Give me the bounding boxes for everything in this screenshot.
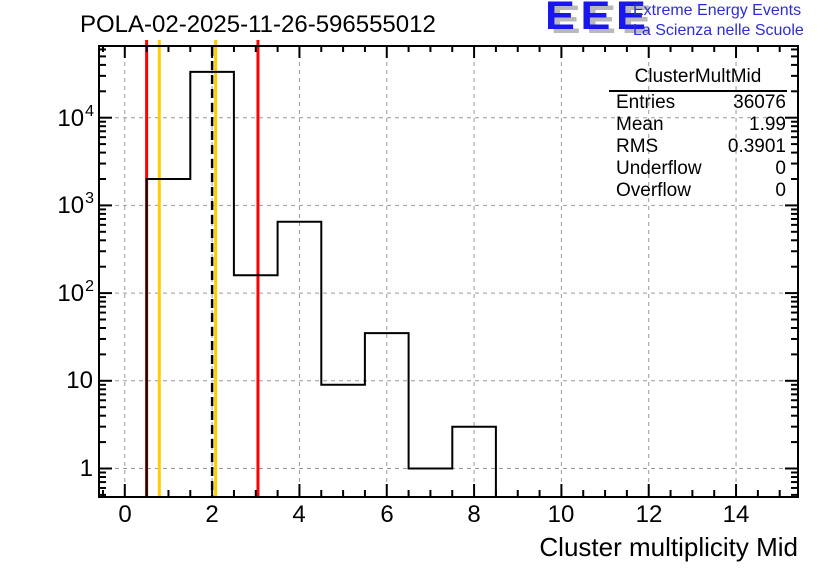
x-axis-title: Cluster multiplicity Mid bbox=[539, 532, 798, 562]
stats-value: 36076 bbox=[733, 92, 786, 113]
stats-row-mean: Mean 1.99 bbox=[609, 114, 787, 136]
stats-label: Mean bbox=[616, 114, 664, 135]
x-tick-label: 12 bbox=[635, 501, 663, 528]
x-tick-label: 14 bbox=[722, 501, 750, 528]
stats-label: Overflow bbox=[616, 180, 691, 201]
stats-label: RMS bbox=[616, 136, 659, 157]
stats-panel: ClusterMultMid Entries 36076 Mean 1.99 R… bbox=[609, 66, 787, 202]
stats-row-underflow: Underflow 0 bbox=[609, 158, 787, 180]
eee-logo-letters: EEE bbox=[545, 0, 652, 38]
marker-lines bbox=[145, 40, 260, 497]
axis-ticks bbox=[99, 46, 798, 497]
stats-value: 0.3901 bbox=[727, 136, 786, 157]
eee-logo: EEE Extreme Energy Events La Scienza nel… bbox=[543, 0, 836, 44]
x-tick-label: 0 bbox=[118, 501, 132, 528]
eee-logo-text: Extreme Energy Events La Scienza nelle S… bbox=[633, 1, 804, 41]
stats-row-rms: RMS 0.3901 bbox=[609, 136, 787, 158]
y-tick-label: 103 bbox=[57, 190, 94, 219]
stats-value: 1.99 bbox=[749, 114, 786, 135]
stats-label: Underflow bbox=[616, 158, 702, 179]
stats-value: 0 bbox=[775, 158, 786, 179]
stats-title: ClusterMultMid bbox=[609, 66, 787, 92]
page-title: POLA-02-2025-11-26-596555012 bbox=[80, 11, 436, 38]
y-tick-label: 104 bbox=[57, 103, 94, 132]
y-tick-label: 1 bbox=[79, 455, 93, 482]
x-tick-label: 10 bbox=[547, 501, 575, 528]
x-tick-label: 6 bbox=[380, 501, 394, 528]
histogram-outline bbox=[145, 70, 497, 497]
y-tick-label: 102 bbox=[57, 278, 94, 307]
stats-row-entries: Entries 36076 bbox=[609, 92, 787, 114]
frame-border bbox=[98, 45, 799, 498]
x-tick-label: 4 bbox=[292, 501, 306, 528]
eee-logo-line2: La Scienza nelle Scuole bbox=[633, 22, 804, 39]
plot-frame bbox=[98, 45, 799, 498]
y-tick-label: 10 bbox=[66, 367, 93, 394]
x-tick-label: 2 bbox=[205, 501, 219, 528]
stats-label: Entries bbox=[616, 92, 676, 113]
stats-value: 0 bbox=[775, 180, 786, 201]
stats-row-overflow: Overflow 0 bbox=[609, 180, 787, 202]
x-tick-label: 8 bbox=[467, 501, 481, 528]
eee-logo-line1: Extreme Energy Events bbox=[633, 2, 802, 19]
